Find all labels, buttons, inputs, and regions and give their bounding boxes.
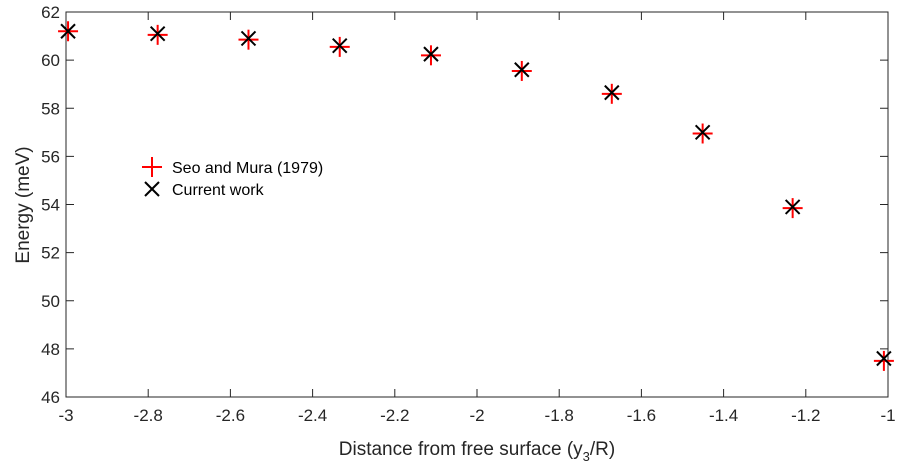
x-tick-label: -1.8 (545, 406, 574, 425)
x-tick-label: -3 (58, 406, 73, 425)
plot-area (65, 11, 889, 398)
data-point-current-work (784, 199, 801, 215)
data-point-seo-mura (873, 350, 894, 371)
y-tick-label: 62 (41, 3, 60, 22)
data-point-current-work (514, 62, 530, 78)
legend: Seo and Mura (1979) Current work (142, 157, 323, 199)
y-tick-label: 46 (41, 388, 60, 407)
data-point-current-work (60, 23, 76, 39)
y-axis-label: Energy (meV) (13, 146, 34, 263)
y-tick-label: 60 (41, 51, 60, 70)
data-point-current-work (332, 37, 348, 54)
axis-tick-labels: -3 -2.8 -2.6 -2.4 -2.2 -2 -1.8 -1.6 -1.4 -1.2 -1 46… (41, 3, 895, 425)
legend-label-seo-mura: Seo and Mura (1979) (172, 160, 323, 177)
x-tick-label: -1.4 (709, 406, 738, 425)
y-tick-label: 52 (41, 244, 60, 263)
data-point-current-work (604, 84, 620, 101)
legend-x-mark (144, 181, 160, 197)
y-tick-label: 58 (41, 99, 60, 118)
x-axis-label-tail: /R) (590, 439, 615, 460)
x-axis-label: Distance from free surface (y3/R) (339, 439, 615, 464)
y-tick-label: 48 (41, 340, 60, 359)
x-tick-label: -2.6 (216, 406, 245, 425)
legend-label-current-work: Current work (172, 182, 265, 199)
axis-ticks (65, 11, 889, 398)
x-tick-label: -2.4 (298, 406, 327, 425)
x-tick-label: -2 (469, 406, 484, 425)
x-tick-label: -1 (880, 406, 895, 425)
x-axis-label-main: Distance from free surface (y (339, 439, 583, 460)
x-axis-label-subscript: 3 (583, 449, 590, 464)
data-point-current-work (694, 124, 711, 141)
legend-plus-mark (142, 157, 162, 177)
x-tick-label: -2.8 (134, 406, 163, 425)
x-tick-label: -2.2 (380, 406, 409, 425)
data-point-current-work (149, 25, 166, 42)
data-point-current-work (240, 30, 257, 47)
data-point-current-work (423, 46, 439, 62)
legend-marker-plus (142, 157, 162, 177)
legend-marker-x (144, 181, 160, 197)
y-tick-label: 50 (41, 292, 60, 311)
y-tick-label: 56 (41, 147, 60, 166)
data-point-current-work (876, 350, 892, 367)
x-tick-label: -1.6 (627, 406, 656, 425)
data-markers (58, 21, 894, 371)
y-tick-label: 54 (41, 196, 60, 215)
x-tick-label: -1.2 (791, 406, 820, 425)
